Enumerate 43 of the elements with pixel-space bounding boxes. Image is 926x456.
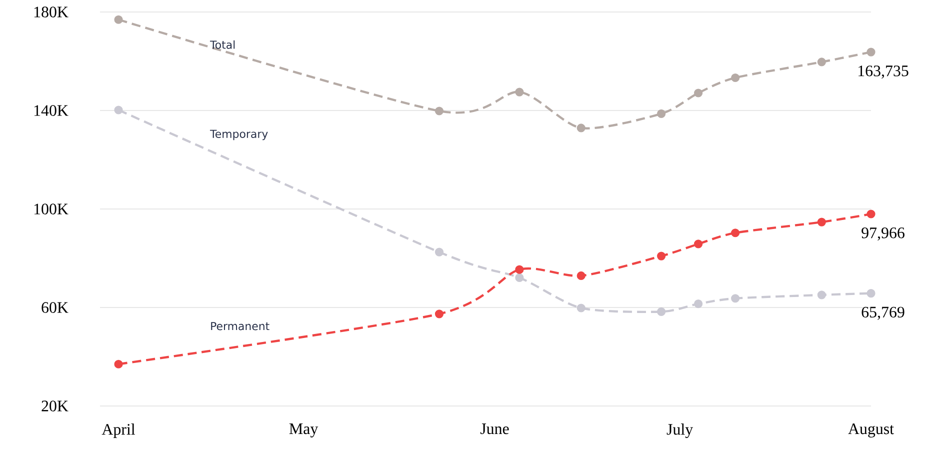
x-tick-label: May: [289, 424, 318, 438]
point: [656, 307, 666, 316]
y-tick-label: 180K: [34, 6, 68, 18]
point: [434, 248, 444, 256]
point: [515, 273, 524, 282]
point: [114, 15, 123, 24]
point: [817, 58, 826, 66]
point: [694, 88, 703, 98]
series-label: Total: [210, 40, 235, 49]
point: [515, 265, 524, 274]
point: [576, 304, 586, 312]
y-tick-label: 100K: [34, 204, 68, 214]
point: [731, 73, 740, 82]
series-label: Permanent: [211, 322, 270, 330]
x-tick-label: June: [480, 424, 509, 434]
point: [731, 294, 740, 303]
point: [817, 218, 826, 226]
y-tick-label: 140K: [34, 105, 68, 116]
point: [434, 310, 444, 318]
point: [656, 252, 666, 260]
point: [515, 88, 524, 96]
point: [866, 288, 876, 298]
point: [656, 109, 666, 118]
series-label: Temporary: [210, 130, 268, 140]
data-label: 65,769: [862, 306, 904, 320]
point: [576, 271, 586, 280]
x-tick-label: August: [848, 424, 894, 438]
point: [866, 48, 876, 56]
point: [434, 106, 444, 116]
point: [694, 300, 703, 308]
y-tick-label: 20K: [42, 400, 68, 412]
point: [694, 240, 703, 248]
x-tick-label: April: [102, 424, 136, 438]
data-label: 163,735: [858, 66, 908, 79]
point: [114, 106, 123, 114]
point: [866, 210, 876, 218]
point: [731, 228, 740, 238]
data-label: 97,966: [862, 228, 904, 241]
x-tick-label: July: [666, 424, 694, 438]
point: [576, 124, 586, 132]
point: [114, 360, 123, 368]
point: [817, 290, 826, 300]
y-tick-label: 60K: [42, 302, 68, 313]
